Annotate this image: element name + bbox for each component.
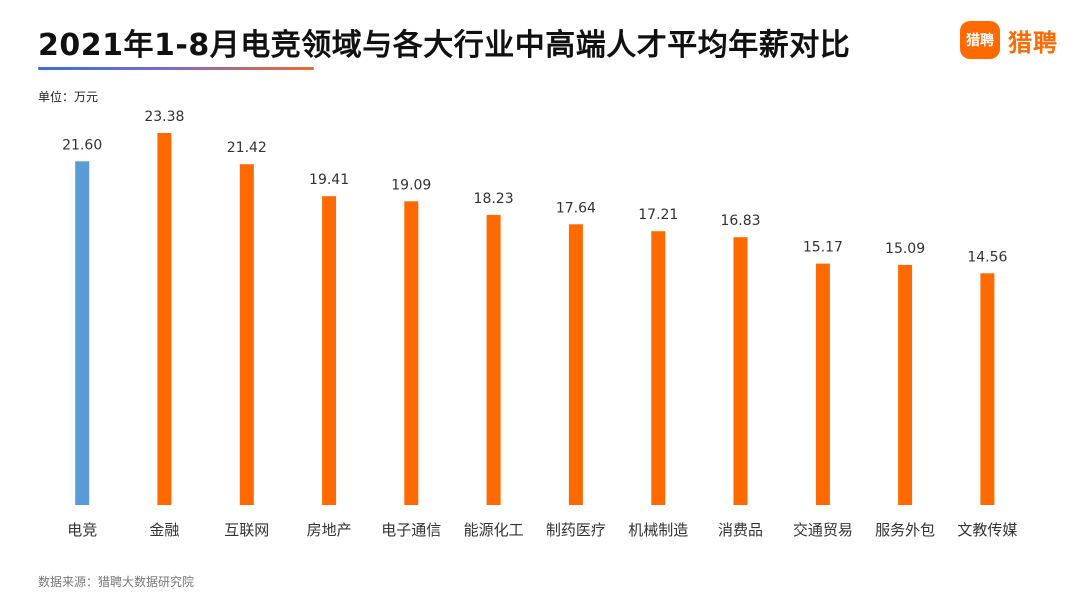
category-label-10: 服务外包 <box>875 521 935 539</box>
data-label-0: 21.60 <box>62 137 102 153</box>
category-label-9: 交通贸易 <box>793 521 853 539</box>
data-label-4: 19.09 <box>391 177 431 193</box>
data-label-5: 18.23 <box>474 191 514 207</box>
liepin-logo-icon: 猎聘 <box>960 21 1000 59</box>
liepin-logo-text: 猎聘 <box>1008 28 1058 57</box>
bar-4 <box>404 201 419 506</box>
category-label-3: 房地产 <box>307 521 352 539</box>
bar-7 <box>651 231 666 505</box>
title-underline <box>38 67 314 70</box>
data-label-11: 14.56 <box>967 249 1007 265</box>
data-label-1: 23.38 <box>144 109 184 125</box>
bar-2 <box>239 164 254 505</box>
bar-5 <box>486 214 501 505</box>
unit-label: 单位：万元 <box>38 90 99 104</box>
category-label-4: 电子通信 <box>381 521 441 539</box>
category-label-1: 金融 <box>149 521 179 539</box>
category-label-5: 能源化工 <box>464 521 524 539</box>
category-label-8: 消费品 <box>718 521 763 539</box>
data-label-9: 15.17 <box>803 240 843 256</box>
category-label-0: 电竞 <box>67 521 97 539</box>
data-label-7: 17.21 <box>638 207 678 223</box>
bar-6 <box>568 224 583 506</box>
data-label-8: 16.83 <box>720 213 760 229</box>
data-label-2: 21.42 <box>227 140 267 156</box>
liepin-logo: 猎聘 猎聘 <box>960 20 1058 60</box>
category-label-2: 互联网 <box>224 521 269 539</box>
bar-10 <box>898 264 913 505</box>
bar-8 <box>733 237 748 505</box>
source-note: 数据来源：猎聘大数据研究院 <box>38 575 195 589</box>
bar-3 <box>322 196 337 505</box>
category-label-11: 文教传媒 <box>957 521 1017 539</box>
data-label-10: 15.09 <box>885 241 925 257</box>
data-label-6: 17.64 <box>556 200 596 216</box>
data-label-3: 19.41 <box>309 172 349 188</box>
page-title: 2021年1-8月电竞领域与各大行业中高端人才平均年薪对比 <box>38 28 851 63</box>
bar-1 <box>157 133 172 505</box>
bar-11 <box>980 273 995 505</box>
category-label-6: 制药医疗 <box>546 521 606 539</box>
bar-9 <box>815 263 830 505</box>
bar-0 <box>75 161 90 506</box>
category-label-7: 机械制造 <box>628 521 688 539</box>
